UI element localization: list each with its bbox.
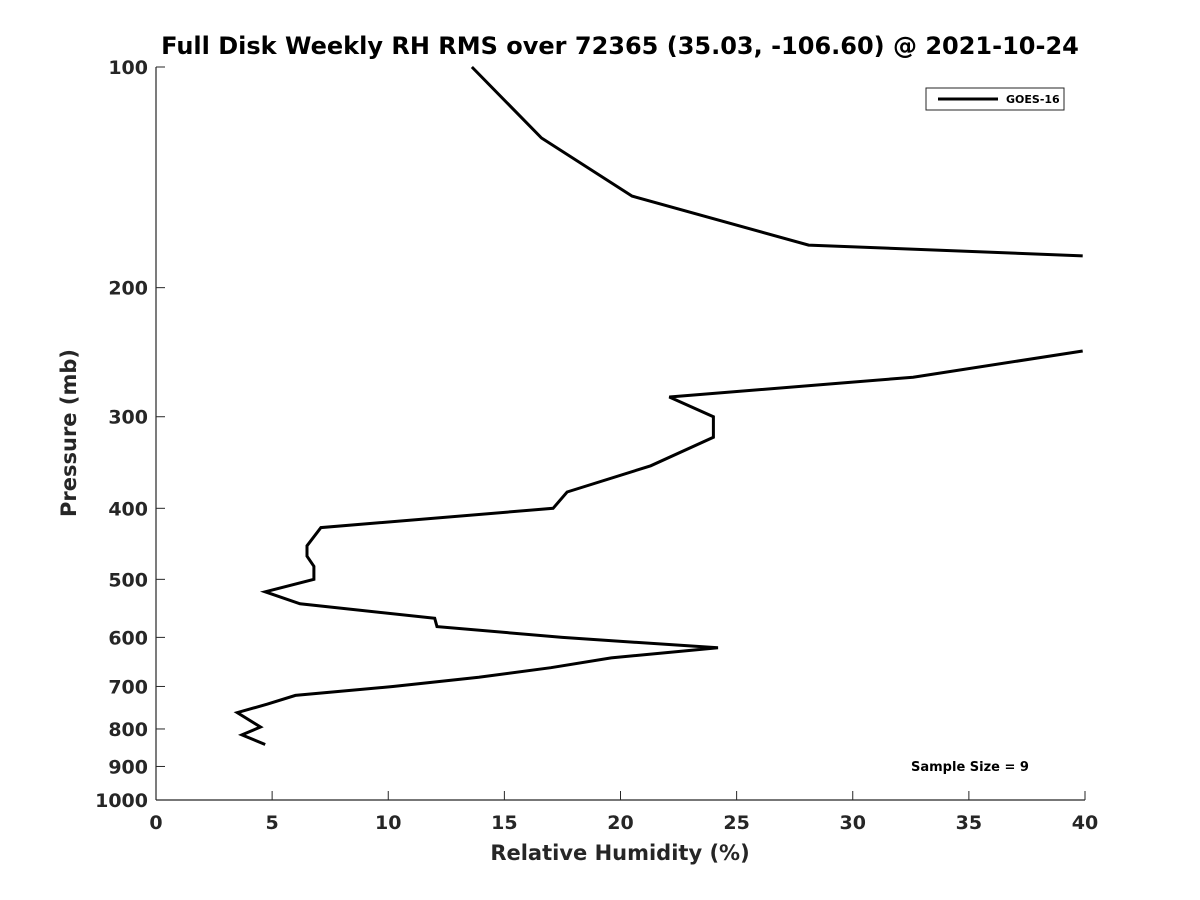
sample-size-annotation: Sample Size = 9	[911, 760, 1029, 775]
x-tick-label: 40	[1072, 812, 1098, 834]
y-tick-label: 500	[108, 569, 148, 591]
y-tick-label: 1000	[95, 790, 148, 812]
y-tick-label: 300	[108, 407, 148, 429]
plot-area	[155, 67, 1085, 801]
legend-label: GOES-16	[1006, 93, 1060, 106]
chart-title: Full Disk Weekly RH RMS over 72365 (35.0…	[161, 32, 1079, 60]
x-tick-label: 35	[956, 812, 982, 834]
x-axis-label: Relative Humidity (%)	[490, 841, 749, 865]
y-tick-label: 600	[108, 627, 148, 649]
x-tick-label: 25	[723, 812, 749, 834]
x-tick-label: 20	[607, 812, 633, 834]
legend: GOES-16	[925, 87, 1065, 111]
y-tick-label: 400	[108, 498, 148, 520]
x-tick-label: 5	[266, 812, 279, 834]
y-axis-label: Pressure (mb)	[57, 349, 81, 517]
series-line-goes-16	[470, 65, 1083, 258]
x-tick-label: 15	[491, 812, 517, 834]
series-line-goes-16	[233, 349, 1083, 746]
x-tick-label: 30	[840, 812, 866, 834]
y-tick-label: 100	[108, 57, 148, 79]
x-tick-label: 10	[375, 812, 401, 834]
x-axis-ticks: 0 5 10 15 20 25 30 35 40	[149, 791, 1098, 834]
plot-frame	[156, 67, 1085, 800]
y-tick-label: 700	[108, 676, 148, 698]
y-tick-label: 900	[108, 756, 148, 778]
x-tick-label: 0	[149, 812, 162, 834]
series-layer	[233, 65, 1083, 746]
y-axis-ticks: 100 200 300 400 500 600 700 800 900 1000	[95, 57, 165, 812]
y-tick-label: 800	[108, 719, 148, 741]
y-tick-label: 200	[108, 278, 148, 300]
